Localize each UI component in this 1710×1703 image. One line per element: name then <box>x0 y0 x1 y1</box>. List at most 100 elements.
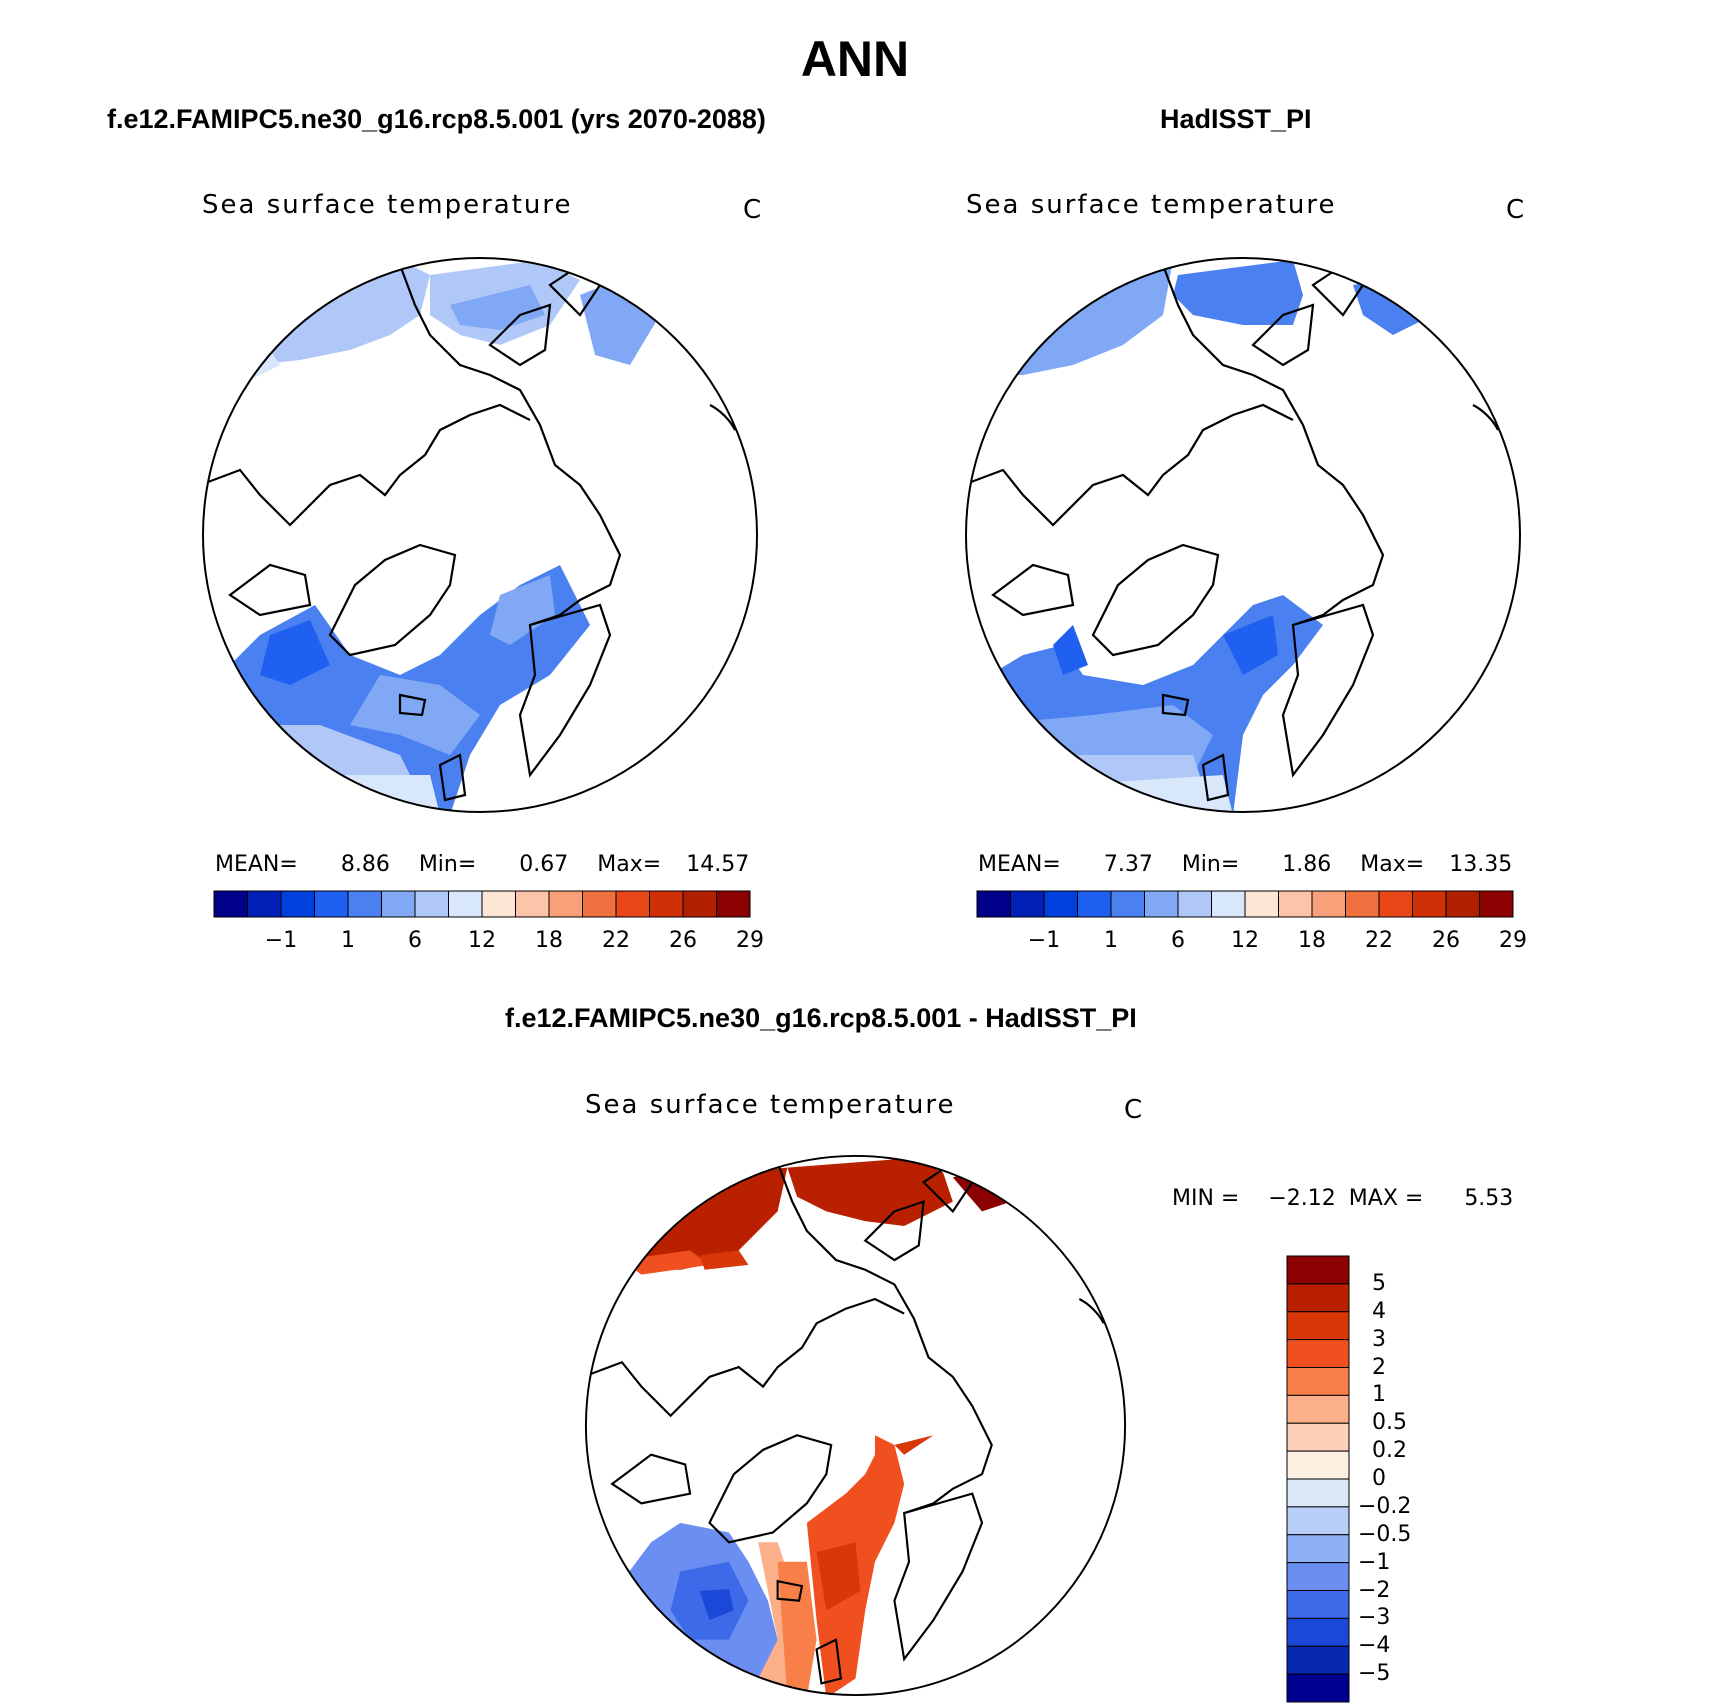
left-coast-greenland <box>328 543 457 657</box>
diff-case-title: f.e12.FAMIPC5.ne30_g16.rcp8.5.001 - HadI… <box>505 1003 1137 1033</box>
right-colorbar-swatch <box>1043 890 1078 918</box>
diff-colorbar-swatch <box>1286 1394 1350 1424</box>
diff-max-value: 5.53 <box>1464 1186 1514 1211</box>
left-max-value: 14.57 <box>686 852 750 877</box>
right-map-border <box>965 257 1521 813</box>
right-mean-label: MEAN= <box>978 852 1061 877</box>
right-max-value: 13.35 <box>1449 852 1513 877</box>
left-colorbar-swatch <box>716 890 751 918</box>
diff-colorbar-tick-label: −1 <box>1358 1549 1391 1575</box>
right-colorbar <box>976 890 1514 918</box>
diff-colorbar-swatch <box>1286 1422 1350 1452</box>
right-units-label: C <box>1506 195 1525 225</box>
diff-colorbar-swatch <box>1286 1450 1350 1480</box>
diff-coast-america <box>585 1297 905 1418</box>
left-coast-america <box>203 403 531 527</box>
right-colorbar-swatch <box>1278 890 1313 918</box>
diff-colorbar-swatch <box>1286 1506 1350 1536</box>
left-colorbar-tick-label: 1 <box>341 928 355 953</box>
left-colorbar-tick-label: 6 <box>408 928 422 953</box>
right-colorbar-tick-label: 29 <box>1499 928 1527 953</box>
diff-colorbar-swatch <box>1286 1673 1350 1703</box>
right-colorbar-swatch <box>1077 890 1112 918</box>
left-colorbar-swatch <box>515 890 550 918</box>
left-case-title: f.e12.FAMIPC5.ne30_g16.rcp8.5.001 (yrs 2… <box>107 104 766 134</box>
left-colorbar-tick-label: 26 <box>669 928 697 953</box>
right-colorbar-tick-label: 26 <box>1432 928 1460 953</box>
left-colorbar-tick-label: 22 <box>602 928 630 953</box>
right-colorbar-swatch <box>1010 890 1045 918</box>
diff-colorbar-tick-label: 5 <box>1372 1270 1386 1296</box>
left-colorbar-swatch <box>280 890 315 918</box>
left-max-label: Max= <box>597 852 662 877</box>
diff-colorbar-tick-label: 2 <box>1372 1354 1386 1380</box>
diff-colorbar-tick-label: 3 <box>1372 1326 1386 1352</box>
right-colorbar-swatch <box>1345 890 1380 918</box>
diff-min-label: MIN = <box>1172 1186 1240 1211</box>
right-colorbar-tick-label: 18 <box>1298 928 1326 953</box>
right-colorbar-swatch <box>1211 890 1246 918</box>
left-colorbar-tick-label: 18 <box>535 928 563 953</box>
diff-colorbar <box>1286 1255 1350 1703</box>
right-mean-value: 7.37 <box>1103 852 1153 877</box>
diff-colorbar-tick-label: 0.2 <box>1372 1438 1407 1464</box>
left-colorbar-swatch <box>649 890 684 918</box>
diff-colorbar-tick-label: −5 <box>1358 1661 1391 1687</box>
diff-colorbar-tick-label: 0 <box>1372 1466 1386 1491</box>
left-colorbar-swatch <box>414 890 449 918</box>
left-colorbar-swatch <box>548 890 583 918</box>
left-colorbar-swatch <box>314 890 349 918</box>
left-mean-value: 8.86 <box>340 852 390 877</box>
right-colorbar-tick-label: 22 <box>1365 928 1393 953</box>
left-min-label: Min= <box>418 852 477 877</box>
right-colorbar-swatch <box>1244 890 1279 918</box>
diff-coast-greenland <box>708 1434 833 1544</box>
left-units-label: C <box>743 195 762 225</box>
right-min-value: 1.86 <box>1282 852 1332 877</box>
right-colorbar-swatch <box>1412 890 1447 918</box>
diff-colorbar-swatch <box>1286 1617 1350 1647</box>
diff-colorbar-swatch <box>1286 1311 1350 1341</box>
right-colorbar-tick-label: 6 <box>1171 928 1185 953</box>
left-colorbar-tick-label: 29 <box>736 928 764 953</box>
left-stats: MEAN= 8.86 Min= 0.67 Max= 14.57 <box>215 852 749 877</box>
right-variable-label: Sea surface temperature <box>966 190 1337 220</box>
right-stats: MEAN= 7.37 Min= 1.86 Max= 13.35 <box>978 852 1512 877</box>
right-colorbar-tick-label: 1 <box>1104 928 1118 953</box>
diff-colorbar-ticks: 5 4 3 2 1 0.5 0.2 0 −0.2 −0.5 −1 −2 −3 −4 −5 <box>1358 1255 1478 1703</box>
left-colorbar-swatch <box>347 890 382 918</box>
diff-colorbar-swatch <box>1286 1339 1350 1368</box>
diff-colorbar-tick-label: −0.2 <box>1358 1493 1412 1519</box>
right-colorbar-swatch <box>1378 890 1413 918</box>
left-pacific-field <box>240 260 430 365</box>
left-colorbar <box>213 890 751 918</box>
right-colorbar-swatch <box>1177 890 1212 918</box>
diff-colorbar-tick-label: 1 <box>1372 1382 1386 1408</box>
left-colorbar-swatch <box>682 890 717 918</box>
diff-colorbar-tick-label: 4 <box>1372 1298 1386 1324</box>
diff-colorbar-tick-label: 0.5 <box>1372 1410 1407 1436</box>
diff-map <box>584 1154 1127 1697</box>
left-colorbar-swatch <box>247 890 282 918</box>
left-map-border <box>202 257 758 813</box>
right-map <box>965 257 1521 813</box>
right-colorbar-swatch <box>1311 890 1346 918</box>
diff-colorbar-swatch <box>1286 1283 1350 1313</box>
figure-title: ANN <box>800 31 910 87</box>
right-coast-america <box>966 403 1294 527</box>
left-colorbar-ticks: −1 1 6 12 18 22 26 29 <box>213 928 764 958</box>
diff-colorbar-swatch <box>1286 1367 1350 1396</box>
diff-colorbar-tick-label: −0.5 <box>1358 1521 1412 1547</box>
right-colorbar-swatch <box>1445 890 1480 918</box>
diff-colorbar-swatch <box>1286 1255 1350 1285</box>
left-coast-asia <box>398 264 622 627</box>
left-map <box>202 257 758 813</box>
diff-variable-label: Sea surface temperature <box>585 1090 956 1120</box>
left-colorbar-tick-label: 12 <box>468 928 496 953</box>
diff-colorbar-tick-label: −4 <box>1358 1633 1391 1659</box>
diff-colorbar-swatch <box>1286 1645 1350 1675</box>
left-colorbar-swatch <box>582 890 617 918</box>
right-colorbar-swatch <box>1144 890 1179 918</box>
right-colorbar-swatch <box>1479 890 1514 918</box>
diff-stats: MIN = −2.12 MAX = 5.53 <box>1172 1186 1513 1211</box>
